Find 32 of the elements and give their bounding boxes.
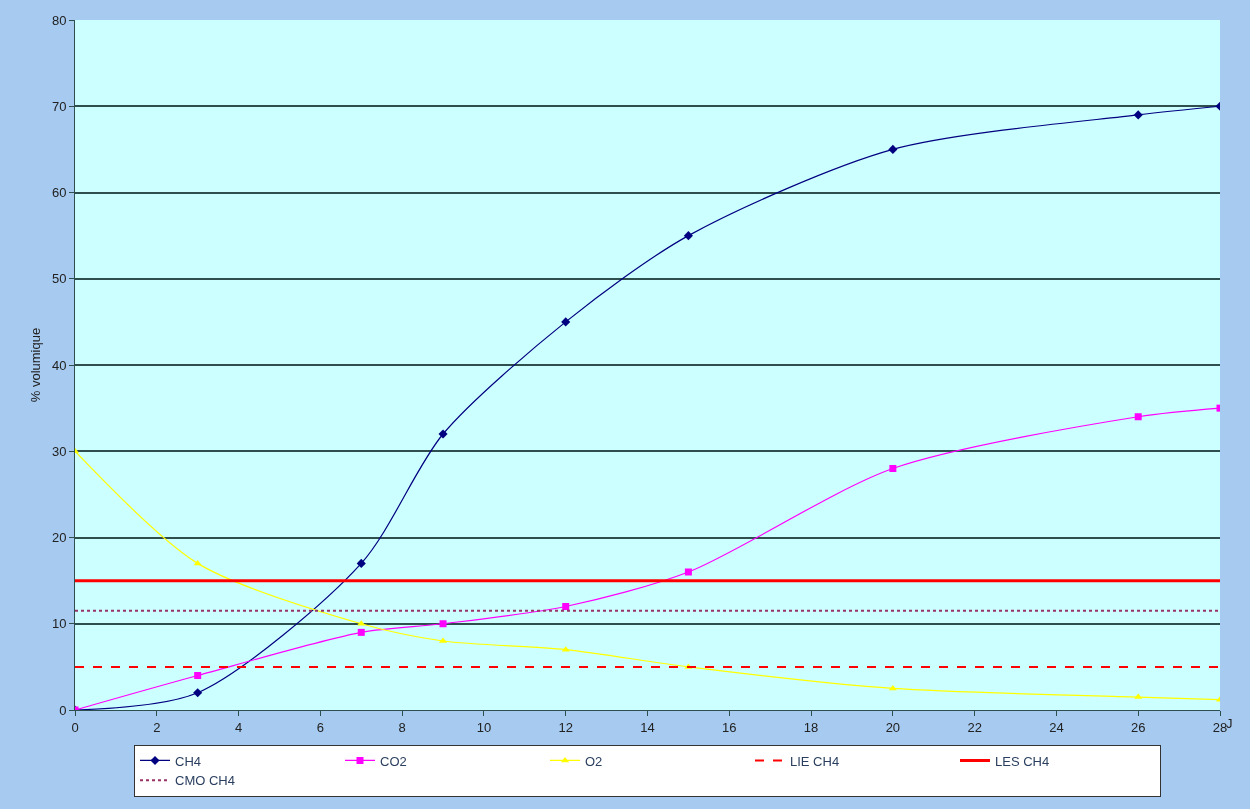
x-tick-label: 12 [558, 719, 573, 735]
x-tick-label: 0 [71, 719, 79, 735]
y-tick-label: 40 [51, 357, 67, 373]
y-axis-title: % volumique [27, 327, 43, 403]
x-tick-label: 4 [234, 719, 243, 735]
x-tick-label: 8 [398, 719, 406, 735]
x-tick-label: 10 [476, 719, 492, 735]
legend-label: O2 [585, 753, 603, 769]
y-tick-label: 70 [51, 98, 67, 114]
x-tick-label: 16 [722, 719, 737, 735]
x-tick-label: 18 [803, 719, 819, 735]
x-axis-title: J [1226, 716, 1233, 731]
x-tick-label: 28 [1212, 719, 1228, 735]
y-tick-label: 80 [51, 12, 67, 28]
y-tick-label: 10 [51, 616, 67, 632]
x-tick-label: 22 [967, 719, 982, 735]
y-tick-label: 0 [59, 702, 67, 718]
x-tick-label: 24 [1049, 719, 1064, 735]
x-tick-label: 6 [316, 719, 324, 735]
legend-label: LIE CH4 [790, 753, 840, 769]
y-tick-label: 20 [51, 530, 67, 546]
legend-label: LES CH4 [995, 753, 1050, 769]
y-tick-label: 30 [51, 443, 67, 459]
y-tick-label: 60 [51, 185, 67, 201]
x-tick-label: 2 [153, 719, 161, 735]
legend-label: CMO CH4 [175, 773, 235, 789]
legend-label: CH4 [175, 753, 202, 769]
x-tick-label: 20 [885, 719, 901, 735]
y-tick-label: 50 [51, 271, 67, 287]
x-tick-label: 14 [640, 719, 655, 735]
legend-label: CO2 [380, 753, 407, 769]
x-tick-label: 26 [1130, 719, 1146, 735]
